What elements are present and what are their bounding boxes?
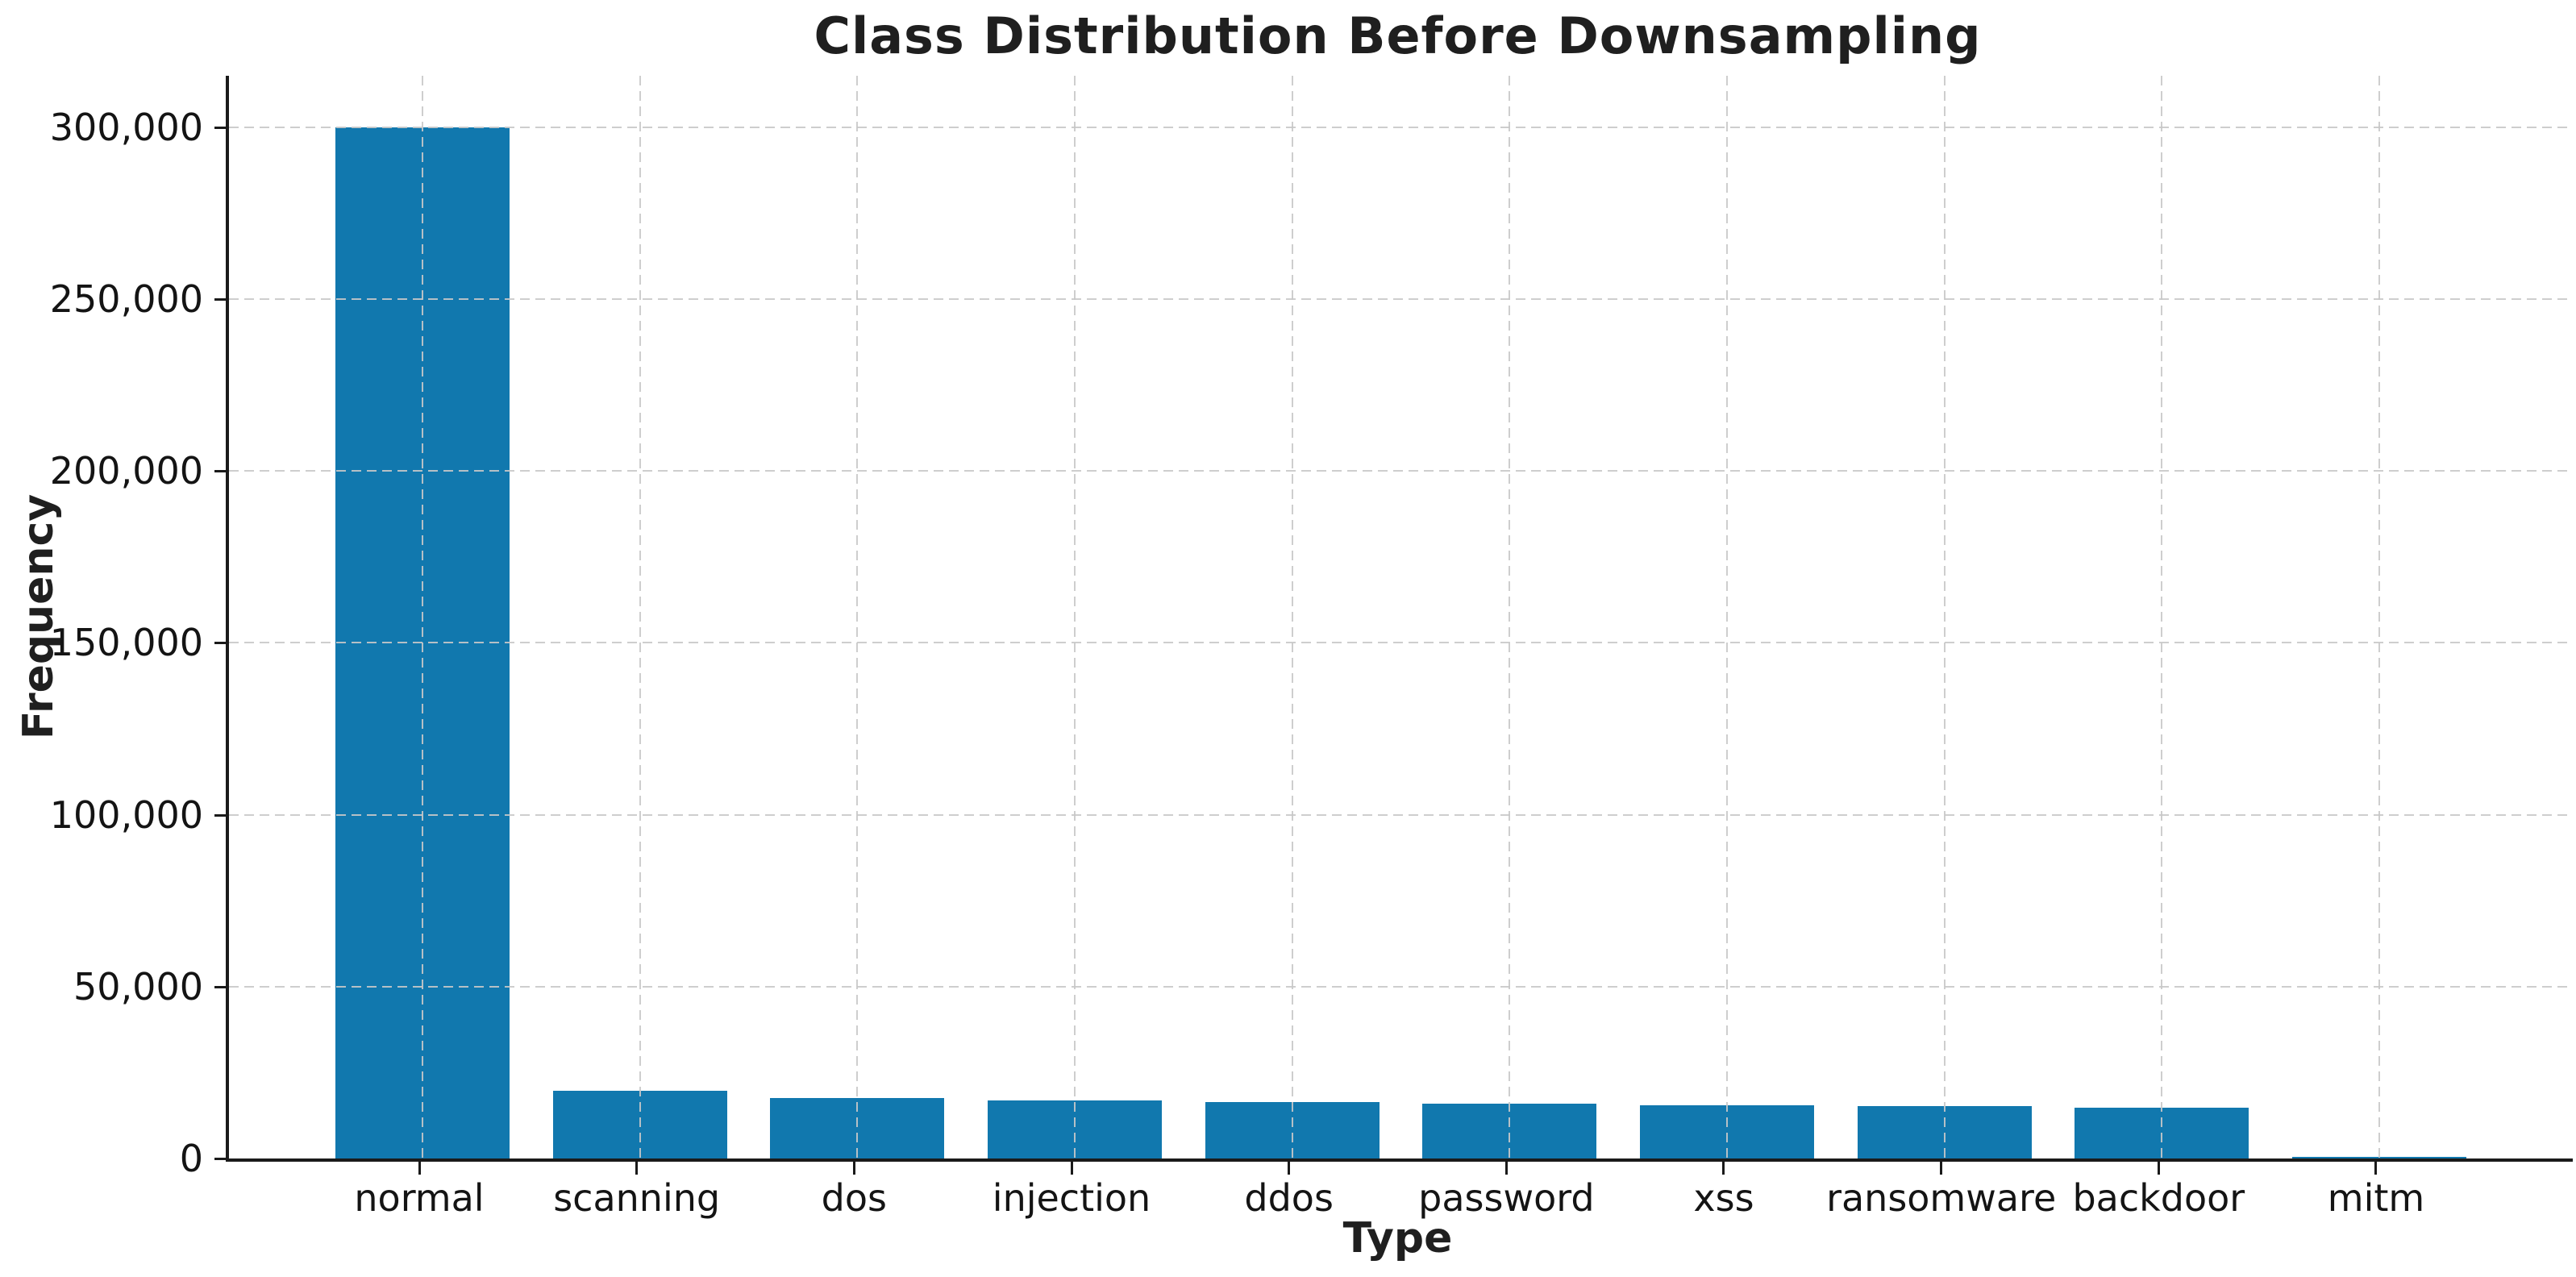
y-gridline [229,126,2573,128]
y-tick-mark [214,470,227,473]
x-tick-label-ddos: ddos [1244,1176,1334,1220]
x-axis-label: Type [1342,1214,1453,1262]
y-axis-label: Frequency [15,493,63,740]
y-gridline [229,813,2573,816]
x-tick-mark [2374,1162,2378,1175]
y-tick-label: 100,000 [49,792,203,837]
y-gridline [229,642,2573,644]
x-gridline [1074,76,1076,1158]
plot-area [226,76,2573,1162]
x-tick-label-scanning: scanning [553,1176,721,1220]
x-gridline [2378,76,2380,1158]
chart-title: Class Distribution Before Downsampling [814,6,1982,65]
x-tick-label-dos: dos [821,1176,887,1220]
x-gridline [422,76,423,1158]
y-tick-mark [214,985,227,988]
x-gridline [1291,76,1293,1158]
y-tick-label: 50,000 [73,964,203,1009]
y-gridline [229,298,2573,301]
x-gridline [639,76,641,1158]
x-gridline [2161,76,2163,1158]
y-tick-label: 300,000 [49,105,203,149]
x-tick-mark [1288,1162,1291,1175]
y-tick-label: 0 [179,1137,203,1180]
x-tick-label-xss: xss [1693,1176,1754,1220]
x-gridline [1509,76,1511,1158]
x-gridline [856,76,859,1158]
y-tick-mark [214,126,227,129]
x-tick-mark [1504,1162,1508,1175]
x-tick-label-ransomware: ransomware [1826,1176,2057,1220]
x-tick-label-mitm: mitm [2327,1176,2425,1220]
x-tick-label-injection: injection [992,1176,1151,1220]
x-gridline [1943,76,1946,1158]
x-tick-label-password: password [1418,1176,1595,1220]
y-tick-label: 250,000 [49,277,203,322]
y-tick-mark [214,298,227,302]
x-tick-mark [418,1162,421,1175]
y-gridline [229,470,2573,472]
y-gridline [229,985,2573,988]
x-tick-mark [1722,1162,1725,1175]
x-tick-label-backdoor: backdoor [2072,1176,2245,1220]
y-tick-mark [214,813,227,817]
x-gridline [1725,76,1728,1158]
y-tick-mark [214,642,227,645]
x-tick-mark [1940,1162,1943,1175]
y-tick-mark [214,1158,227,1160]
x-tick-mark [852,1162,855,1175]
y-tick-label: 150,000 [49,621,203,665]
x-tick-mark [2157,1162,2160,1175]
y-tick-label: 200,000 [49,449,203,493]
x-tick-mark [635,1162,639,1175]
x-tick-mark [1070,1162,1073,1175]
x-tick-label-normal: normal [354,1176,485,1220]
